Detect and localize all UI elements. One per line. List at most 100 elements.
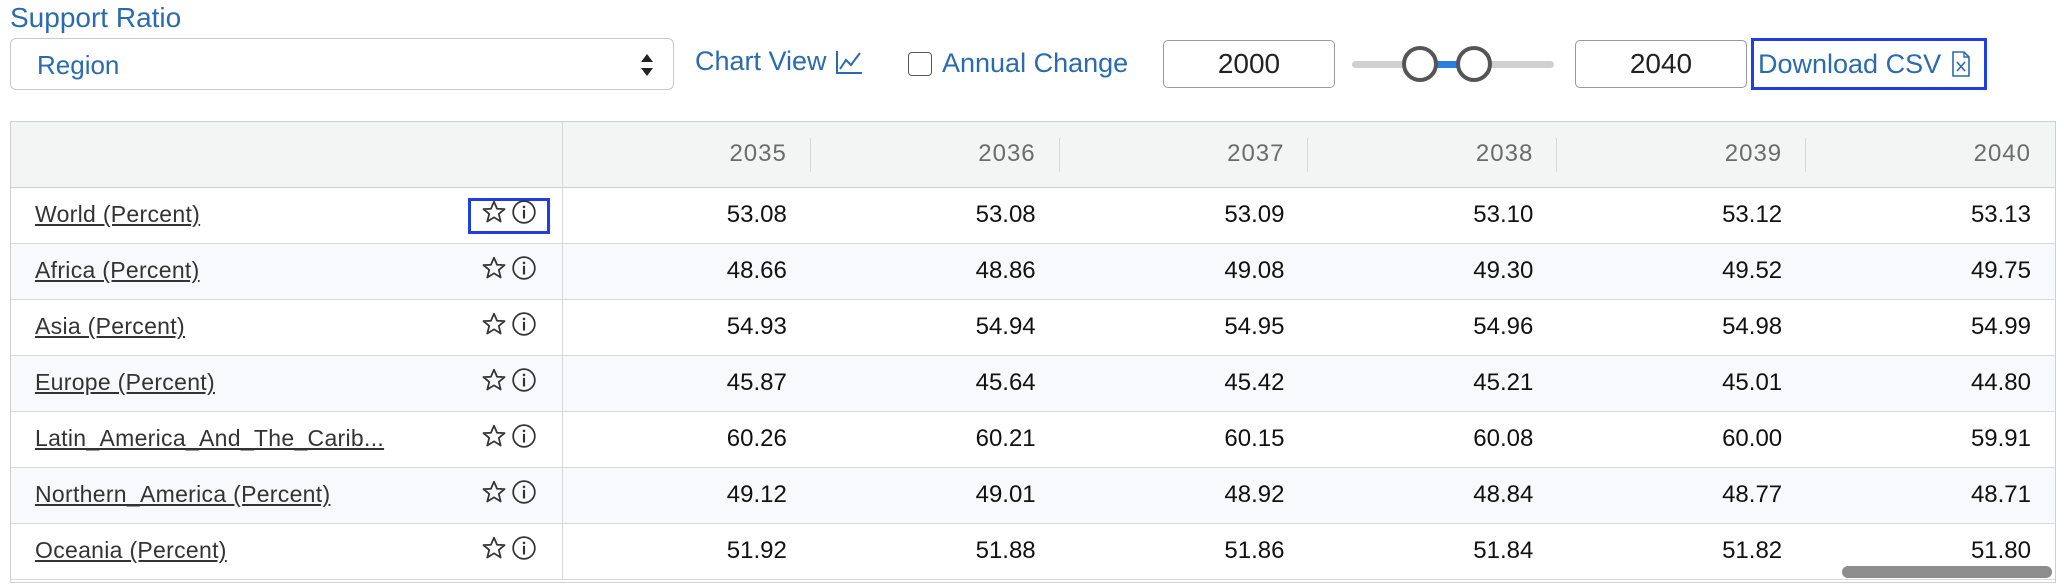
horizontal-scrollbar[interactable] (1842, 566, 2052, 578)
line-chart-icon (835, 50, 862, 74)
info-icon[interactable] (511, 311, 537, 344)
region-select-value: Region (37, 50, 120, 80)
column-header[interactable]: 2036 (810, 122, 1060, 188)
table-cell: 51.80 (1970, 537, 2031, 564)
table-cell: 49.52 (1722, 257, 1783, 284)
chart-view-button[interactable]: Chart View (695, 46, 863, 77)
table-cell: 60.00 (1722, 425, 1783, 452)
row-label-cell: Europe (Percent) (11, 355, 563, 411)
row-label-cell: World (Percent) (11, 187, 563, 243)
row-actions (468, 534, 550, 570)
column-header[interactable]: 2035 (562, 122, 811, 188)
table-cell: 60.08 (1473, 425, 1534, 452)
start-year-input[interactable]: 2000 (1163, 40, 1335, 88)
download-csv-label: Download CSV (1758, 48, 1942, 79)
annual-change-toggle[interactable]: Annual Change (908, 48, 1128, 79)
row-label-cell: Asia (Percent) (11, 299, 563, 355)
info-icon[interactable] (511, 367, 537, 400)
csv-file-icon (1952, 51, 1970, 77)
table-row: Latin_America_And_The_Carib... 60.26 60.21… (11, 411, 2055, 467)
year-range-slider[interactable] (1352, 46, 1554, 82)
table-cell: 51.84 (1473, 537, 1534, 564)
table-cell: 54.94 (975, 313, 1036, 340)
table-cell: 60.26 (726, 425, 787, 452)
table-cell: 53.10 (1473, 201, 1534, 228)
row-name-link[interactable]: Asia (Percent) (35, 313, 185, 339)
row-actions (468, 254, 550, 290)
table-cell: 45.01 (1722, 369, 1783, 396)
row-name-link[interactable]: Latin_America_And_The_Carib... (35, 425, 385, 451)
table-cell: 54.95 (1224, 313, 1285, 340)
star-icon[interactable] (481, 479, 507, 512)
row-name-link[interactable]: Northern_America (Percent) (35, 481, 331, 507)
star-icon[interactable] (481, 367, 507, 400)
table-cell: 44.80 (1970, 369, 2031, 396)
star-icon[interactable] (481, 311, 507, 344)
info-icon[interactable] (511, 535, 537, 568)
row-actions (467, 197, 550, 234)
table-cell: 54.96 (1473, 313, 1534, 340)
table-row: Europe (Percent) 45.87 45.64 45.42 45.21 45.0… (11, 355, 2055, 411)
column-header[interactable]: 2039 (1557, 122, 1807, 188)
table-cell: 49.75 (1970, 257, 2031, 284)
table-row: Northern_America (Percent) 49.12 49.01 48.9… (11, 467, 2055, 523)
table-cell: 49.01 (975, 481, 1036, 508)
slider-end-handle[interactable] (1456, 46, 1492, 82)
table-cell: 48.66 (726, 257, 787, 284)
table-cell: 60.21 (975, 425, 1036, 452)
table-cell: 53.13 (1970, 201, 2031, 228)
row-name-link[interactable]: World (Percent) (35, 201, 201, 227)
table-cell: 53.09 (1224, 201, 1285, 228)
table-cell: 51.86 (1224, 537, 1285, 564)
data-table: 2035 2036 2037 2038 2039 2040 World (Per… (10, 121, 2056, 583)
row-name-link[interactable]: Europe (Percent) (35, 369, 215, 395)
table-cell: 48.84 (1473, 481, 1534, 508)
row-label-cell: Oceania (Percent) (11, 523, 563, 579)
table-cell: 51.82 (1722, 537, 1783, 564)
table-cell: 49.30 (1473, 257, 1534, 284)
row-name-link[interactable]: Africa (Percent) (35, 257, 200, 283)
row-actions (468, 478, 550, 514)
annual-change-checkbox[interactable] (908, 51, 932, 76)
table-cell: 49.08 (1224, 257, 1285, 284)
region-select[interactable]: Region (10, 38, 674, 90)
column-header[interactable]: 2037 (1059, 122, 1309, 188)
table-cell: 45.21 (1473, 369, 1534, 396)
info-icon[interactable] (511, 423, 537, 456)
table-row: Asia (Percent) 54.93 54.94 54.95 54.96 54.98 5… (11, 299, 2055, 355)
table-cell: 48.71 (1970, 481, 2031, 508)
table-cell: 54.98 (1722, 313, 1783, 340)
table-cell: 51.92 (726, 537, 787, 564)
row-actions (468, 422, 550, 458)
star-icon[interactable] (481, 535, 507, 568)
info-icon[interactable] (511, 479, 537, 512)
table-cell: 51.88 (975, 537, 1036, 564)
table-cell: 54.93 (726, 313, 787, 340)
info-icon[interactable] (511, 199, 537, 232)
table-cell: 45.87 (726, 369, 787, 396)
star-icon[interactable] (481, 423, 507, 456)
column-header[interactable]: 2040 (1806, 122, 2055, 188)
table-cell: 54.99 (1970, 313, 2031, 340)
table-row: World (Percent) 53.08 53.08 53.09 53.10 53.12… (11, 187, 2055, 243)
table-cell: 53.08 (726, 201, 787, 228)
table-header-row: 2035 2036 2037 2038 2039 2040 (11, 122, 2055, 188)
star-icon[interactable] (481, 199, 507, 232)
table-cell: 53.12 (1722, 201, 1783, 228)
table-cell: 45.64 (975, 369, 1036, 396)
slider-range-fill (1420, 61, 1472, 68)
row-name-link[interactable]: Oceania (Percent) (35, 537, 227, 563)
download-csv-button[interactable]: Download CSV (1751, 38, 1987, 90)
chart-view-label: Chart View (695, 46, 827, 76)
star-icon[interactable] (481, 255, 507, 288)
row-actions (468, 366, 550, 402)
end-year-input[interactable]: 2040 (1575, 40, 1747, 88)
table-row: Africa (Percent) 48.66 48.86 49.08 49.30 49.5… (11, 243, 2055, 299)
table-cell: 45.42 (1224, 369, 1285, 396)
slider-start-handle[interactable] (1402, 46, 1438, 82)
table-row: Oceania (Percent) 51.92 51.88 51.86 51.84 51.… (11, 523, 2055, 579)
table-cell: 53.08 (975, 201, 1036, 228)
info-icon[interactable] (511, 255, 537, 288)
column-header[interactable]: 2038 (1308, 122, 1558, 188)
table-cell: 60.15 (1224, 425, 1285, 452)
